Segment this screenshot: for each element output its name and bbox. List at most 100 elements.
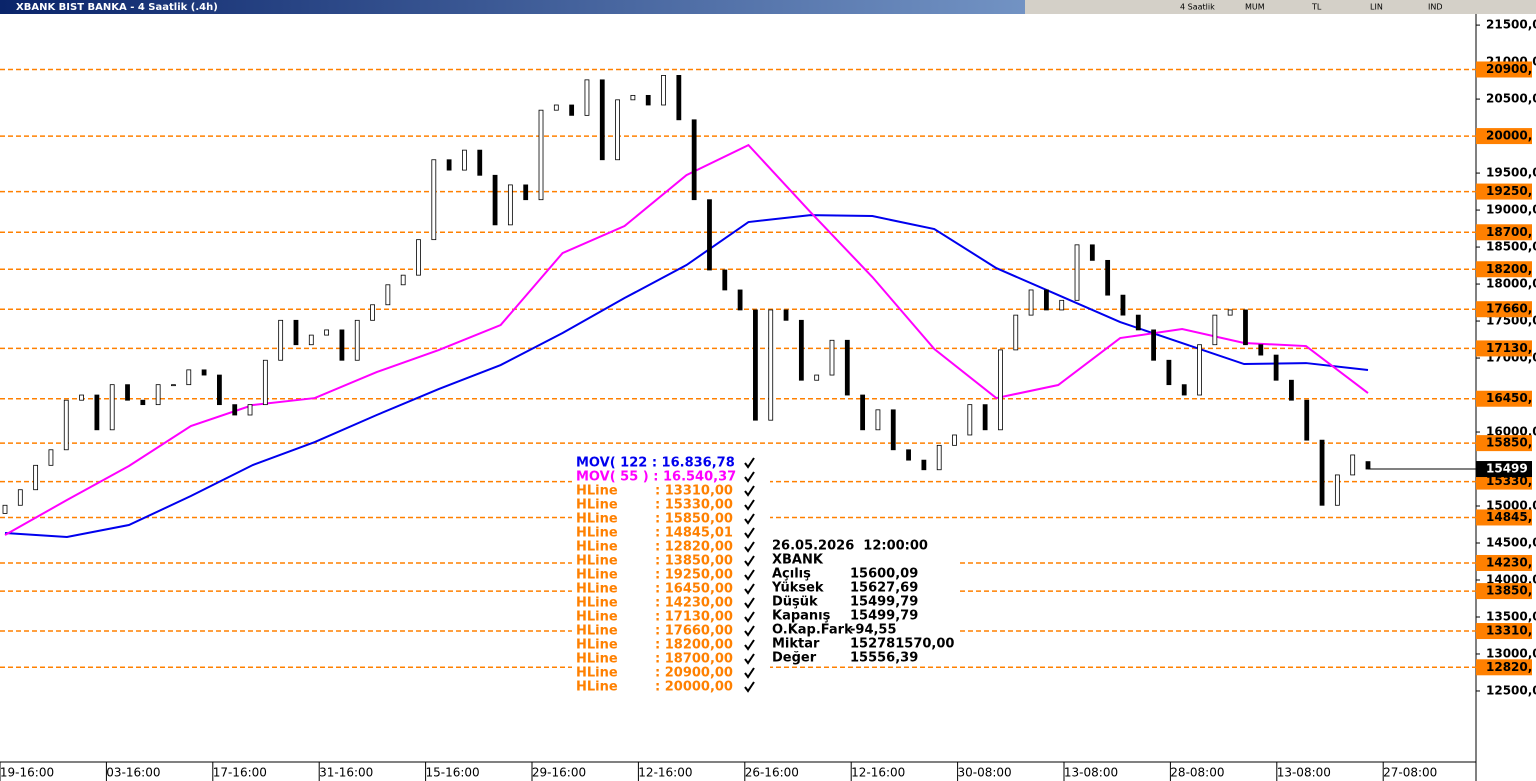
check-icon — [744, 499, 755, 511]
x-tick-label: 19-16:00 — [0, 766, 54, 780]
hline-label: 15850, — [1486, 436, 1532, 450]
y-tick-label: 14500,0 — [1486, 536, 1536, 550]
candle — [783, 309, 789, 321]
info-label: Değer — [772, 651, 817, 666]
hline-label-box — [1476, 224, 1532, 241]
candle — [630, 94, 636, 101]
y-tick-label: 14000,0 — [1486, 572, 1536, 586]
candle — [753, 309, 758, 421]
candle — [293, 319, 299, 346]
legend-name: HLine — [576, 484, 618, 499]
candle — [33, 464, 39, 491]
hline-label: 12820, — [1486, 660, 1532, 674]
legend-name: HLine — [576, 540, 618, 555]
candle — [1166, 359, 1172, 386]
x-tick-label: 15-16:00 — [426, 766, 480, 780]
candle — [599, 79, 605, 161]
info-value: 15627,69 — [850, 581, 918, 596]
candle — [829, 339, 835, 376]
hline-label: 20000, — [1486, 129, 1532, 143]
hline-label-box — [1476, 554, 1532, 571]
candle — [94, 394, 100, 431]
candle — [1258, 344, 1264, 356]
info-value: 15556,39 — [850, 651, 918, 666]
candle — [967, 404, 973, 436]
candle — [324, 329, 330, 336]
candle — [1089, 244, 1095, 261]
candle — [569, 104, 575, 116]
candle — [171, 384, 176, 387]
candle — [278, 319, 284, 361]
legend-name: HLine — [576, 554, 618, 569]
candle — [1135, 314, 1141, 331]
legend-name: HLine — [576, 596, 618, 611]
last-price-label: 15499 — [1486, 462, 1528, 476]
check-icon — [744, 583, 755, 595]
hline-label-box — [1476, 301, 1532, 318]
hline-label-box — [1476, 261, 1532, 278]
check-icon — [744, 639, 755, 651]
legend-value: : 17660,00 — [655, 624, 733, 639]
check-icon — [744, 681, 755, 693]
x-tick-label: 13-08:00 — [1277, 766, 1331, 780]
candle — [339, 329, 345, 361]
info-symbol: XBANK — [772, 553, 824, 568]
hline-label: 13310, — [1486, 624, 1532, 638]
hline-label-box — [1476, 390, 1532, 407]
candle — [79, 394, 84, 401]
candle — [1227, 309, 1233, 316]
candle — [890, 409, 896, 451]
candle — [1197, 344, 1202, 396]
legend-name: HLine — [576, 666, 618, 681]
candle — [523, 184, 529, 201]
toolbar-button: 4 Saatlik — [1180, 3, 1215, 12]
candle — [676, 75, 682, 121]
hline-label: 14230, — [1486, 555, 1532, 569]
legend-name: HLine — [576, 624, 618, 639]
hline-label-box — [1476, 340, 1532, 357]
y-tick-label: 13500,0 — [1486, 609, 1536, 623]
y-tick-label: 18000,0 — [1486, 277, 1536, 291]
candle — [462, 149, 467, 171]
x-tick-label: 12-16:00 — [851, 766, 905, 780]
x-tick-label: 17-16:00 — [213, 766, 267, 780]
info-label: O.Kap.Fark — [772, 623, 853, 638]
candle — [48, 449, 54, 466]
candle — [936, 444, 942, 471]
x-tick-label: 12-16:00 — [638, 766, 692, 780]
candle — [860, 394, 866, 431]
legend-value: : 14230,00 — [655, 596, 733, 611]
hline-label-box — [1476, 473, 1532, 490]
legend-value: : 16450,00 — [655, 582, 733, 597]
candle — [63, 399, 69, 451]
y-tick-label: 19500,0 — [1486, 166, 1536, 180]
y-tick-label: 12500,0 — [1486, 683, 1536, 697]
info-label: Kapanış — [772, 609, 831, 624]
y-tick-label: 21500,0 — [1486, 18, 1536, 32]
toolbar — [1025, 0, 1536, 14]
info-label: Yüksek — [771, 581, 824, 596]
hline-label: 18700, — [1486, 225, 1532, 239]
x-tick-label: 28-08:00 — [1170, 766, 1224, 780]
candle — [217, 374, 222, 406]
hline-label: 19250, — [1486, 184, 1532, 198]
candle — [814, 374, 820, 381]
y-tick-label: 19000,0 — [1486, 203, 1536, 217]
legend-name: HLine — [576, 638, 618, 653]
candle — [615, 99, 620, 161]
info-datetime: 26.05.2026 12:00:00 — [772, 539, 928, 554]
check-icon — [744, 527, 755, 539]
legend-name: HLine — [576, 526, 618, 541]
info-label: Açılış — [772, 567, 811, 582]
candle — [400, 274, 406, 286]
candle — [416, 239, 421, 276]
legend-value: : 12820,00 — [655, 540, 733, 555]
legend-name: HLine — [576, 652, 618, 667]
legend-name: HLine — [576, 512, 618, 527]
candle — [844, 339, 850, 396]
info-value: 15499,79 — [850, 595, 918, 610]
hline-label: 16450, — [1486, 391, 1532, 405]
toolbar-button: MUM — [1245, 3, 1265, 12]
legend-value: : 15850,00 — [655, 512, 733, 527]
